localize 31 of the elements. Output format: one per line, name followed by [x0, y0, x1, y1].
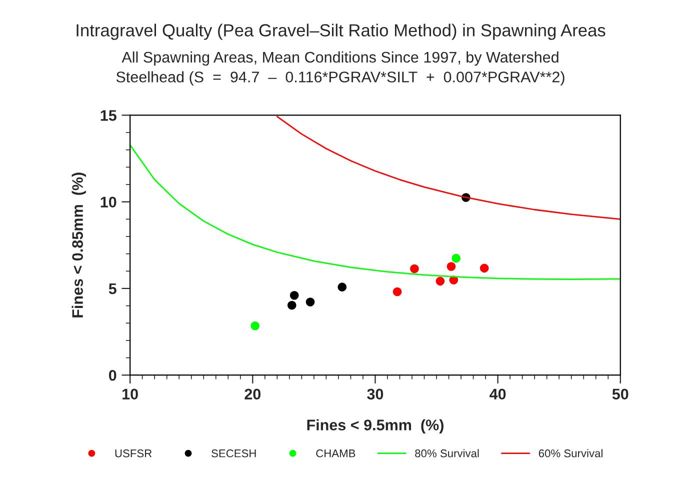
point: [306, 298, 315, 306]
legend-label: SECESH: [212, 449, 256, 458]
point: [480, 264, 489, 273]
legend-label: USFSR: [115, 449, 152, 458]
point: [392, 287, 402, 296]
point: [338, 282, 347, 292]
y-tick-label: 15: [100, 110, 116, 121]
legend-label: 80% Survival: [415, 449, 479, 458]
line-series: [276, 116, 620, 220]
legend-label: CHAMB: [316, 449, 356, 458]
x-tick-label: 40: [490, 388, 506, 400]
point: [436, 276, 445, 286]
x-tick-label: 50: [612, 388, 628, 400]
y-tick-label: 0: [108, 370, 116, 381]
chart-subtitle: All Spawning Areas, Mean Conditions Since 1997, by Watershed Steelhead (S = 94.7 – 0.116*PGRAV*SILT + 0.007*PGRAV**2): [116, 51, 564, 86]
point: [410, 264, 419, 274]
point: [290, 291, 299, 300]
chart-title: Intragravel Qualty (Pea Gravel–Silt Ratio Method) in Spawning Areas: [76, 24, 606, 40]
point: [287, 300, 296, 310]
y-axis-title: Fines < 0.85mm (%): [72, 172, 86, 318]
x-tick-label: 30: [367, 388, 384, 400]
y-tick-label: 5: [108, 283, 116, 294]
point: [452, 254, 461, 263]
point: [446, 262, 456, 271]
point: [250, 322, 260, 330]
x-tick-label: 20: [244, 388, 261, 400]
x-tick-label: 10: [122, 388, 138, 400]
x-axis-title: Fines < 9.5mm (%): [307, 419, 444, 434]
line-series: [130, 144, 620, 280]
y-tick-label: 10: [100, 196, 116, 208]
legend-label: 60% Survival: [538, 449, 602, 458]
